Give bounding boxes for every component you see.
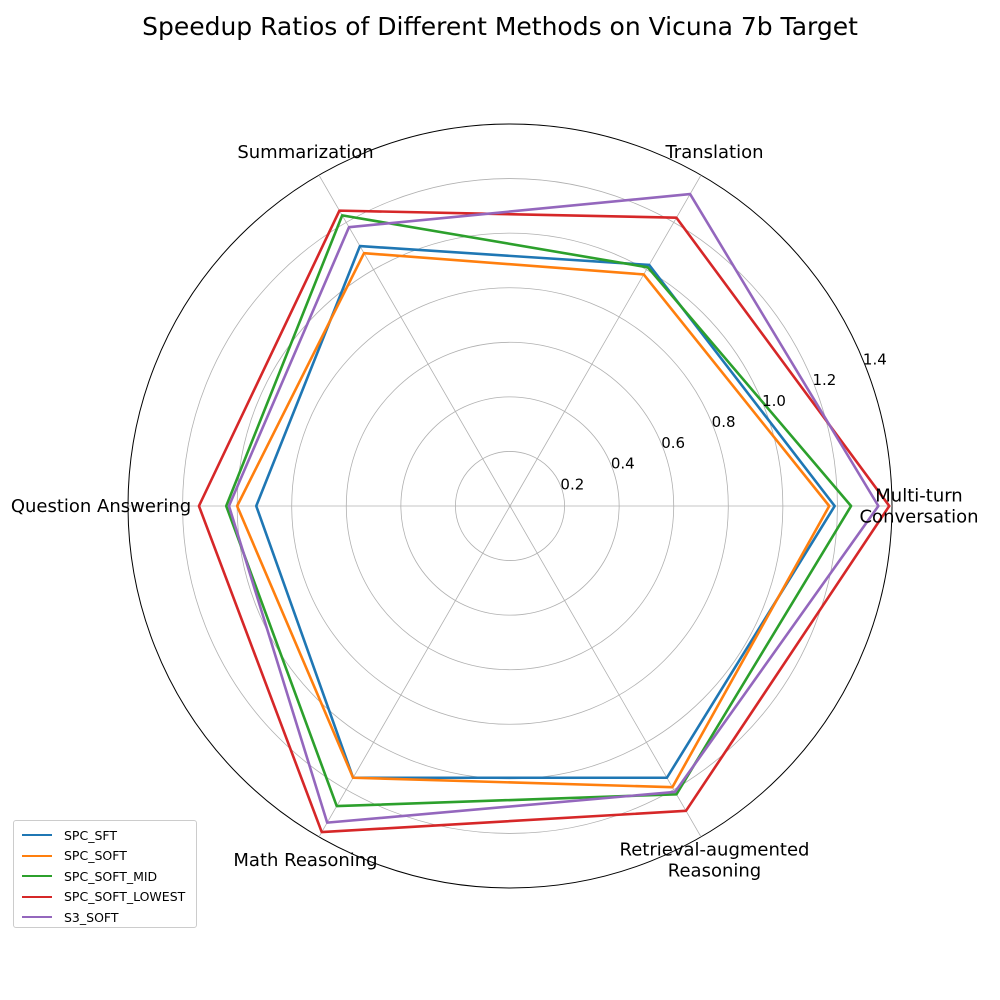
legend-swatch [22,916,52,919]
legend-label: SPC_SOFT_MID [64,868,158,884]
category-label: Translation [664,142,763,163]
series-line-spc-soft [235,251,831,789]
legend-swatch [22,834,52,837]
legend-item: SPC_SFT [22,825,188,846]
legend-swatch [22,854,52,857]
legend-item: SPC_SOFT_LOWEST [22,887,188,908]
category-label: Summarization [237,142,373,163]
legend-item: S3_SOFT [22,907,188,928]
radial-tick-label: 1.0 [762,392,786,410]
radial-tick-label: 0.8 [712,413,736,431]
legend-label: S3_SOFT [64,909,119,925]
radial-tick-label: 1.4 [863,350,887,368]
series-line-s3-soft [227,192,880,824]
legend-swatch [22,895,52,898]
radial-tick-label: 1.2 [813,371,837,389]
grid [127,123,893,889]
series-line-spc-soft-mid [224,214,853,808]
legend-label: SPC_SOFT_LOWEST [64,889,186,905]
series-layer [197,192,891,834]
legend-label: SPC_SFT [64,827,117,843]
grid-spoke [509,174,702,507]
legend-item: SPC_SOFT_MID [22,866,188,887]
grid-spoke [318,505,511,838]
category-label: Math Reasoning [233,850,377,871]
series-line-spc-soft-lowest [197,209,891,834]
labels: 0.2 0.4 0.6 0.8 1.0 1.2 1.4 Multi-turn Conversat… [11,142,979,882]
radial-tick-label: 0.2 [560,476,584,494]
chart-title: Speedup Ratios of Different Methods on V… [142,12,858,41]
category-label: Retrieval-augmented Reasoning [620,840,810,882]
grid-spoke [509,505,702,838]
legend-swatch [22,875,52,878]
series-line-spc-sft [254,244,837,780]
category-label: Multi-turn Conversation [859,486,978,528]
radial-tick-label: 0.6 [661,434,685,452]
radial-tick-label: 0.4 [611,455,635,473]
grid-spoke [318,174,511,507]
legend: SPC_SFT SPC_SOFT SPC_SOFT_MID SPC_SOFT_LOWE… [13,820,197,928]
legend-label: SPC_SOFT [64,848,127,864]
category-label: Question Answering [11,496,191,517]
legend-item: SPC_SOFT [22,846,188,867]
